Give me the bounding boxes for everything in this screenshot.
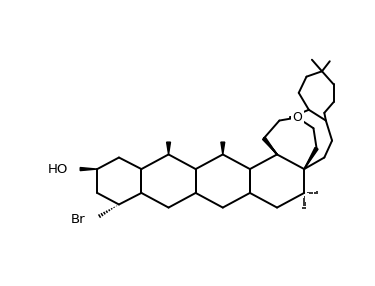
Polygon shape: [80, 168, 97, 171]
Text: O: O: [292, 111, 302, 124]
Polygon shape: [166, 142, 171, 154]
Text: Br: Br: [71, 212, 86, 226]
Polygon shape: [262, 137, 277, 154]
Polygon shape: [221, 142, 225, 154]
Text: HO: HO: [47, 162, 68, 176]
Polygon shape: [304, 147, 318, 169]
